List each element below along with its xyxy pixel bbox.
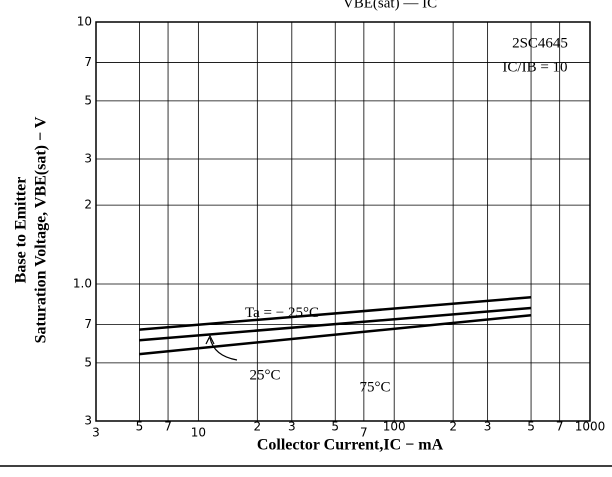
y-tick-label: 7 (84, 317, 92, 331)
y-axis-label: Saturation Voltage, VBE(sat) − V (33, 116, 50, 343)
series-label: 75°C (359, 380, 390, 396)
pointer-arrow (209, 337, 238, 361)
data-line (139, 296, 532, 331)
y-axis-label: Base to Emitter (13, 177, 30, 284)
x-axis-label: Collector Current,IC − mA (257, 437, 444, 454)
y-tick-label: 1.0 (73, 277, 92, 291)
annotation: 2SC4645 (512, 35, 568, 51)
x-tick-label: 3 (484, 420, 492, 434)
x-tick-label: 1000 (575, 420, 606, 434)
x-tick-label: 7 (164, 420, 172, 434)
series-label: 25°C (249, 368, 280, 384)
y-tick-label: 5 (84, 93, 92, 107)
x-tick-label: 3 (92, 426, 100, 440)
x-tick-label: 2 (254, 420, 262, 434)
annotation: IC/IB = 10 (502, 59, 567, 75)
x-tick-label: 5 (527, 420, 535, 434)
x-tick-label: 7 (556, 420, 564, 434)
x-tick-label: 7 (360, 426, 368, 440)
y-tick-label: 2 (84, 198, 92, 212)
x-tick-label: 2 (449, 420, 457, 434)
data-line (139, 306, 532, 342)
x-tick-label: 10 (191, 426, 206, 440)
y-tick-label: 3 (84, 414, 92, 428)
pointer-arrowhead (205, 334, 215, 345)
y-tick-label: 3 (84, 151, 92, 165)
x-tick-label: 100 (383, 420, 406, 434)
x-tick-label: 3 (288, 420, 296, 434)
chart-title: VBE(sat) — IC (343, 0, 437, 11)
series-label: Ta = − 25°C (245, 305, 319, 321)
y-tick-label: 5 (84, 355, 92, 369)
data-line (139, 313, 532, 356)
y-tick-label: 7 (84, 55, 92, 69)
x-tick-label: 5 (136, 420, 144, 434)
y-tick-label: 10 (77, 15, 92, 29)
x-tick-label: 5 (331, 420, 339, 434)
plot-frame (95, 21, 591, 422)
